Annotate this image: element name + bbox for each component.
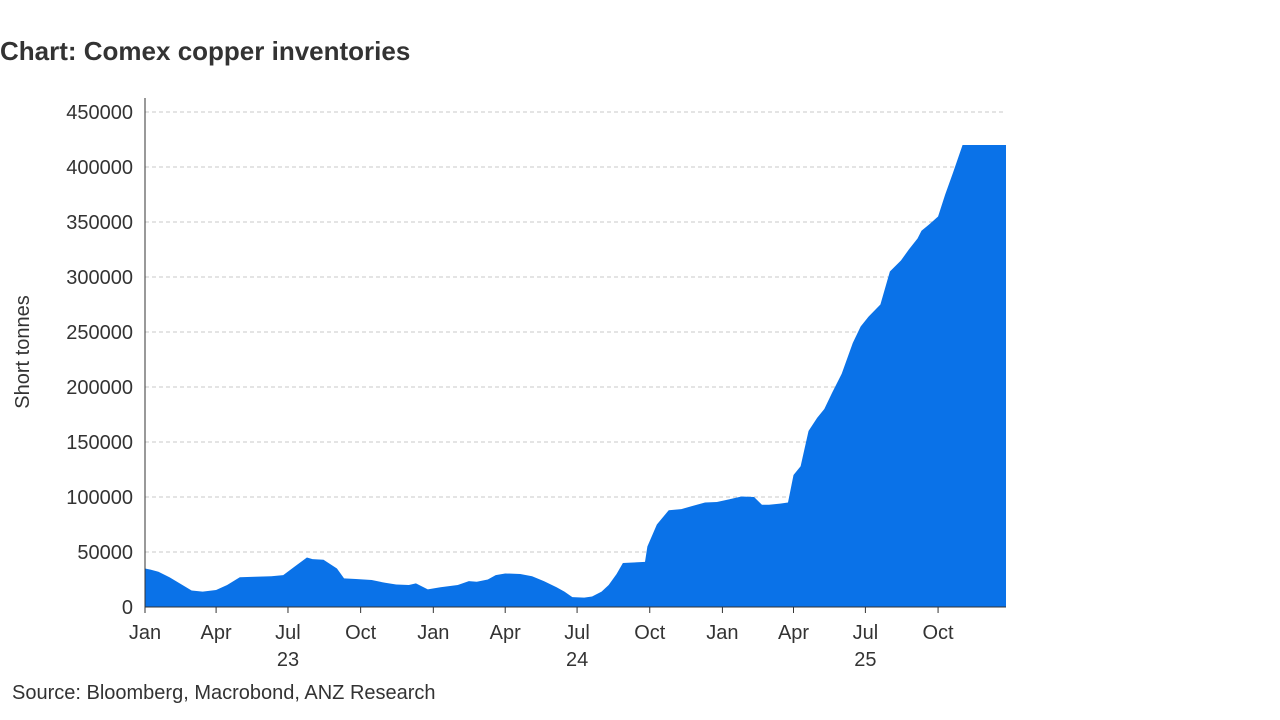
y-axis-title: Short tonnes (12, 295, 34, 408)
x-tick-label: Jul (564, 622, 590, 644)
y-tick-labels: 0 50000 100000 150000 200000 250000 300000 3500… (66, 102, 133, 619)
source-note: Source: Bloomberg, Macrobond, ANZ Resear… (12, 682, 436, 704)
y-tick-label: 50000 (77, 542, 133, 564)
x-tick-label: Apr (201, 622, 232, 644)
x-tick-label: Jan (129, 622, 161, 644)
x-tick-label: Jul (853, 622, 879, 644)
gridlines (145, 111, 1006, 553)
y-tick-label: 250000 (66, 322, 133, 344)
x-tick-label: Oct (634, 622, 666, 644)
inventory-area (145, 145, 1006, 607)
chart-title: Chart: Comex copper inventories (0, 36, 411, 66)
y-tick-label: 100000 (66, 487, 133, 509)
axes (144, 98, 1006, 613)
x-tick-label: Jan (417, 622, 449, 644)
x-year-label: 24 (566, 649, 588, 671)
x-tick-label: Jan (706, 622, 738, 644)
y-tick-label: 0 (122, 597, 133, 619)
y-tick-label: 400000 (66, 157, 133, 179)
x-year-label: 25 (854, 649, 876, 671)
x-year-label: 23 (277, 649, 299, 671)
x-tick-label: Apr (778, 622, 809, 644)
x-tick-label: Apr (490, 622, 521, 644)
y-tick-label: 200000 (66, 377, 133, 399)
y-tick-label: 450000 (66, 102, 133, 124)
x-tick-label: Jul (275, 622, 301, 644)
x-tick-labels: Jan Apr Jul 23 Oct Jan Apr Jul 24 Oct Jan Apr Jul 25 O… (129, 622, 954, 671)
x-tick-label: Oct (923, 622, 955, 644)
y-tick-label: 350000 (66, 212, 133, 234)
y-tick-label: 150000 (66, 432, 133, 454)
y-tick-label: 300000 (66, 267, 133, 289)
x-tick-label: Oct (345, 622, 377, 644)
plot-area (145, 145, 1006, 607)
